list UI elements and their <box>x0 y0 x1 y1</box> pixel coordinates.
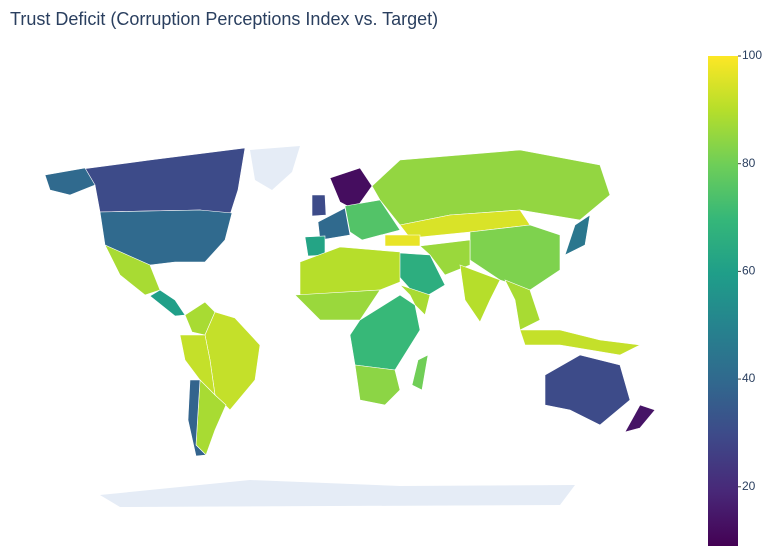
region <box>354 364 401 406</box>
region <box>344 199 401 241</box>
colorbar-scale <box>708 56 738 546</box>
colorbar-tick-label: 100 <box>742 48 762 62</box>
region <box>187 379 207 457</box>
region <box>469 224 561 291</box>
region <box>317 207 351 241</box>
region <box>329 167 373 211</box>
map <box>44 146 656 507</box>
colorbar-tick-label: 60 <box>742 264 756 278</box>
region <box>459 264 501 323</box>
region <box>149 289 186 317</box>
no-data-land <box>250 146 300 190</box>
region <box>544 354 631 426</box>
region <box>104 244 161 296</box>
region <box>504 279 541 331</box>
colorbar-tick-label: 80 <box>742 156 756 170</box>
region <box>519 329 642 356</box>
region <box>624 404 656 433</box>
no-data-land <box>100 480 575 507</box>
region <box>419 239 471 276</box>
region <box>384 234 421 247</box>
region <box>411 354 429 391</box>
colorbar-tick-label: 40 <box>742 371 756 385</box>
region <box>311 194 327 217</box>
region <box>399 284 431 316</box>
colorbar-tick-label: 20 <box>742 479 756 493</box>
region <box>564 214 591 256</box>
region <box>304 235 326 257</box>
region <box>371 149 611 226</box>
colorbar: 20 40 60 80 100 <box>708 48 762 546</box>
chart-title: Trust Deficit (Corruption Perceptions In… <box>10 9 438 29</box>
region <box>349 294 421 371</box>
